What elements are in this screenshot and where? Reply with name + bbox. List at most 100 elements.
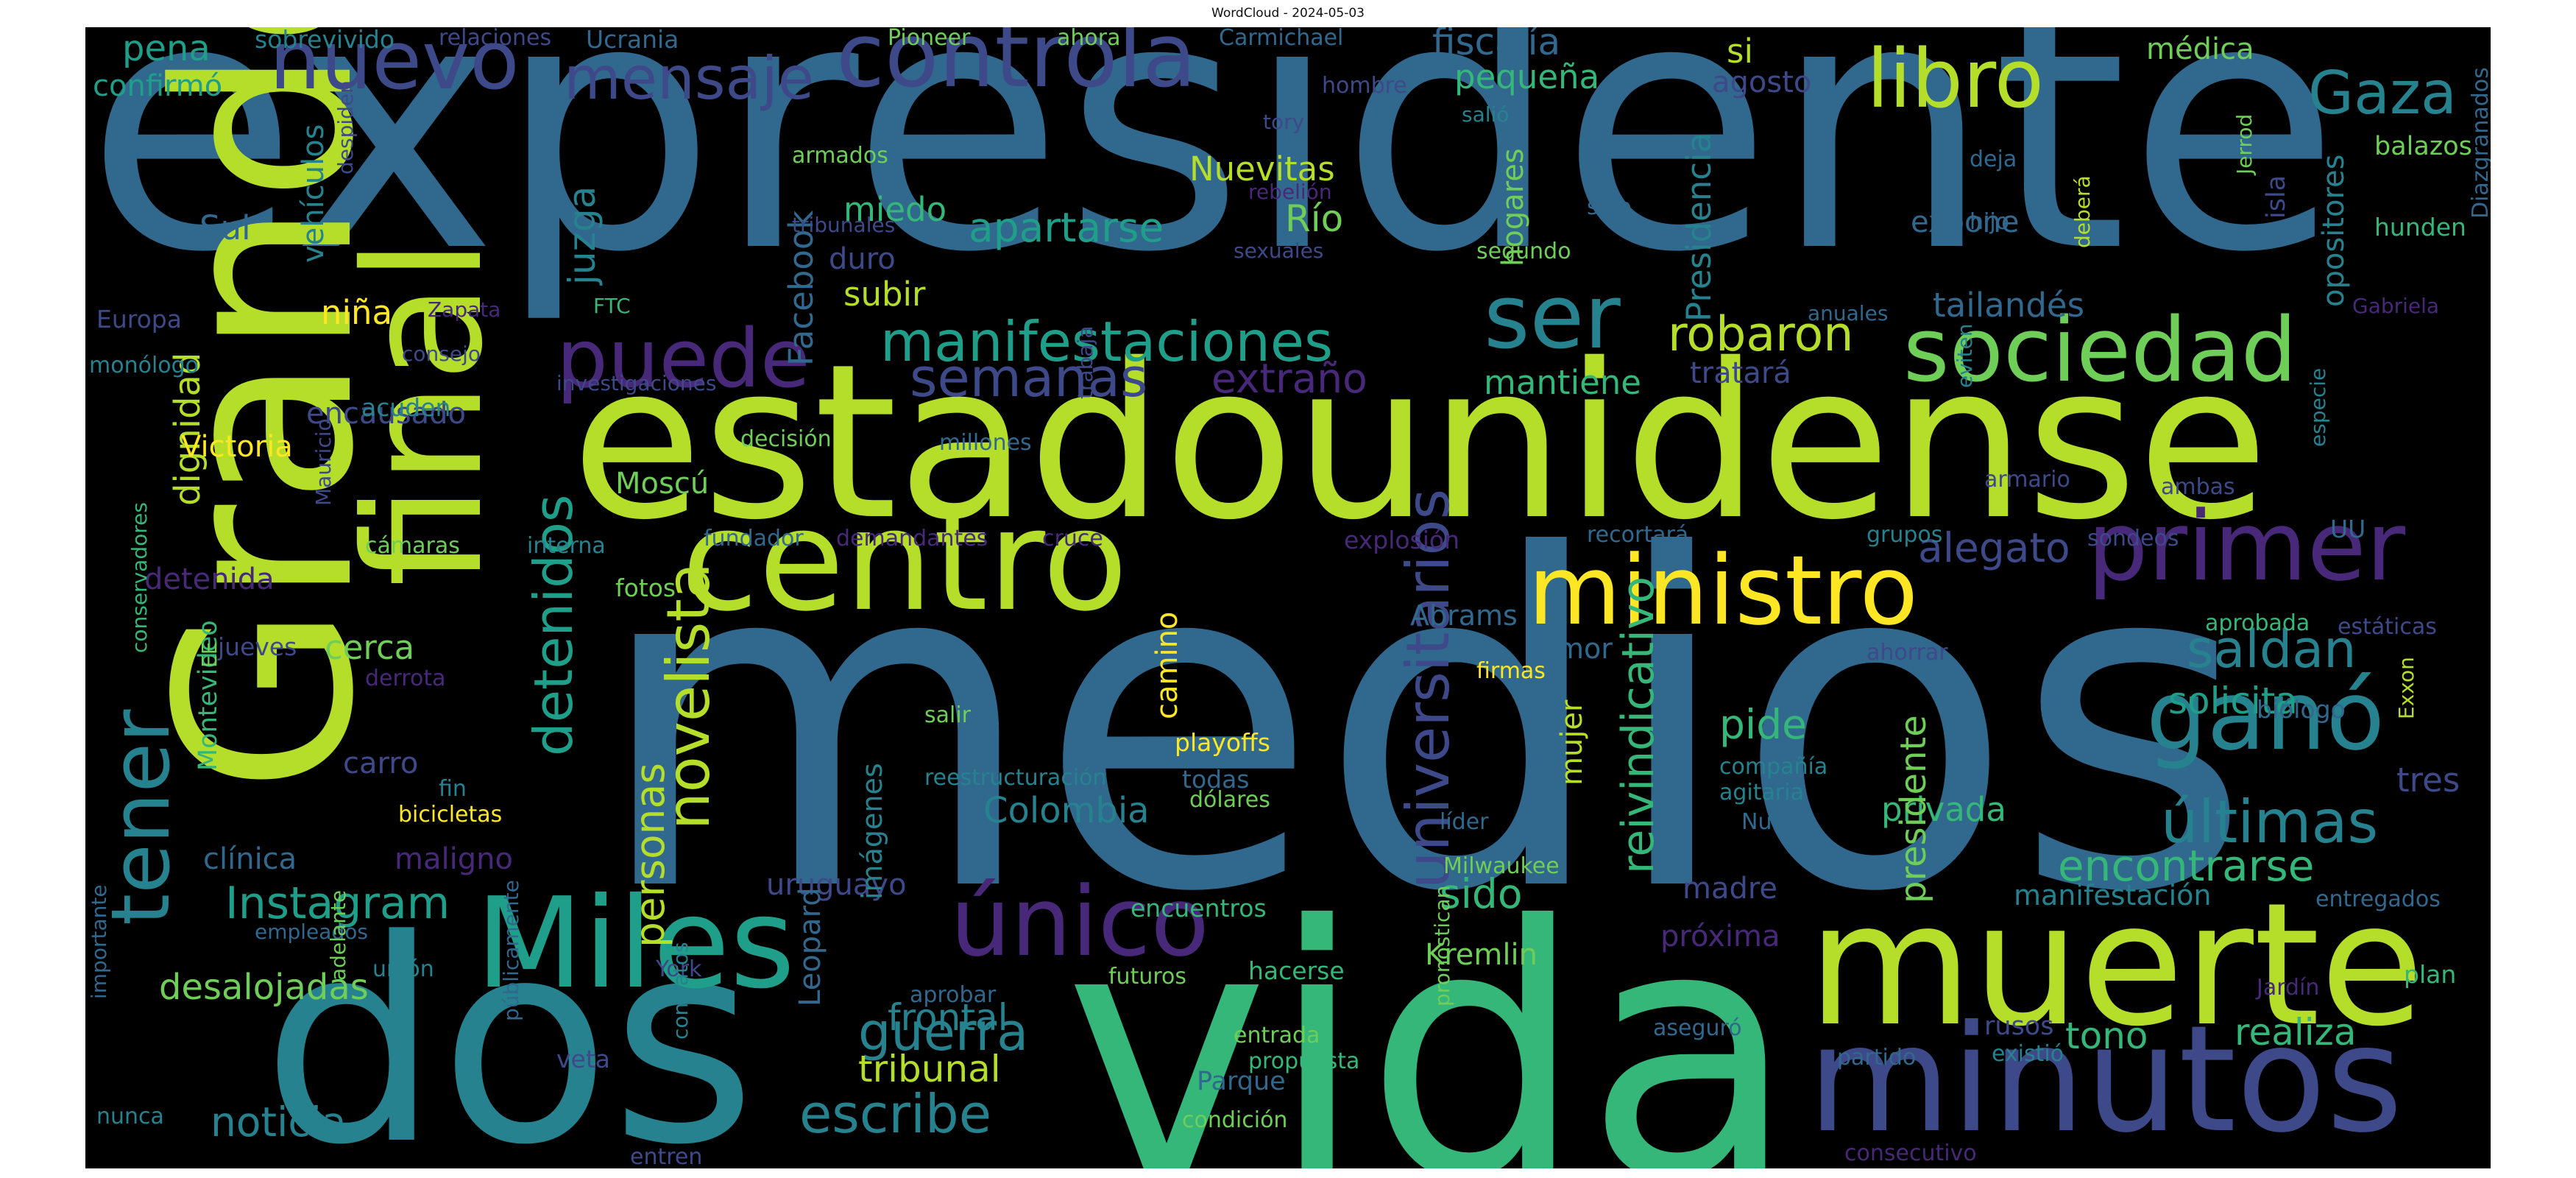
word-49: solicita <box>2168 680 2299 722</box>
word-82: maligno <box>394 842 513 876</box>
word-168: compañía <box>1719 754 1828 780</box>
word-118: solo <box>1587 194 1632 220</box>
word-81: clínica <box>203 842 297 876</box>
word-171: líder <box>1440 809 1489 835</box>
word-79: cerca <box>325 628 415 667</box>
word-106: Pioneer <box>888 27 971 51</box>
word-163: biólogo <box>2257 695 2346 724</box>
word-14: sociedad <box>1903 300 2297 402</box>
word-89: imágenes <box>856 763 888 900</box>
word-156: conservadores <box>127 502 152 653</box>
word-99: vehículos <box>297 124 330 263</box>
word-23: manifestaciones <box>880 309 1334 374</box>
word-116: salió <box>1462 102 1510 127</box>
word-24: Gaza <box>2308 59 2458 127</box>
word-170: Nueva <box>1741 809 1813 835</box>
word-162: estáticas <box>2338 614 2437 640</box>
word-101: rusos <box>1984 1012 2054 1041</box>
word-188: nunca <box>96 1104 164 1129</box>
word-73: confirmó <box>93 69 223 103</box>
word-112: rebelión <box>1248 180 1332 204</box>
word-129: monólogo <box>89 353 199 378</box>
word-9: minutos <box>1808 994 2403 1165</box>
word-158: playoffs <box>1175 728 1270 757</box>
word-140: ambas <box>2161 474 2235 500</box>
word-139: armario <box>1984 467 2070 493</box>
word-29: saldan <box>2187 619 2357 680</box>
word-94: Kremlin <box>1425 938 1538 972</box>
word-192: entren <box>630 1144 703 1168</box>
word-50: apartarse <box>969 204 1164 251</box>
word-92: tumor <box>1528 632 1613 665</box>
word-194: propuesta <box>1248 1048 1360 1074</box>
word-43: tribunal <box>858 1048 1001 1090</box>
word-187: adelante <box>326 889 350 981</box>
word-132: consejo <box>402 342 481 366</box>
word-64: duro <box>829 242 896 276</box>
word-182: hacerse <box>1248 956 1345 985</box>
word-161: aprobada <box>2205 610 2310 636</box>
word-53: Presidencia <box>1680 132 1719 322</box>
word-154: derrota <box>365 666 446 691</box>
word-137: trabaja <box>1073 325 1097 399</box>
word-58: tailandés <box>1933 286 2085 325</box>
word-155: EE <box>197 641 222 668</box>
word-146: demandantes <box>836 526 988 551</box>
word-159: firmas <box>1476 658 1546 684</box>
word-160: ahorrar <box>1866 640 1948 666</box>
word-93: Abrams <box>1410 599 1518 632</box>
word-152: fotos <box>615 574 676 602</box>
word-197: partido <box>1837 1045 1917 1071</box>
word-103: sobrevivido <box>255 27 395 54</box>
word-150: sondeos <box>2087 526 2179 551</box>
word-40: sido <box>1440 870 1523 917</box>
word-196: pronostican <box>1430 885 1454 1006</box>
word-108: Carmichael <box>1219 27 1344 51</box>
word-181: futuros <box>1108 964 1187 990</box>
word-2: estadounidense <box>571 319 2269 567</box>
word-177: entregados <box>2315 886 2441 912</box>
word-164: Exxon <box>2394 657 2418 719</box>
word-34: personas <box>626 763 673 948</box>
word-85: manifestación <box>2014 879 2212 911</box>
word-42: noticia <box>210 1098 347 1146</box>
word-69: médica <box>2146 32 2254 66</box>
word-30: reivindicativo <box>1613 576 1664 874</box>
word-138: eviten <box>1953 323 1977 388</box>
word-191: contratos <box>668 942 693 1040</box>
word-193: entrada <box>1234 1023 1320 1048</box>
word-15: primer <box>2087 490 2406 602</box>
word-11: controla <box>836 27 1197 107</box>
word-167: dólares <box>1189 787 1270 813</box>
word-59: tratará <box>1690 356 1791 390</box>
word-62: Nuevitas <box>1189 149 1335 188</box>
word-111: tribunales <box>792 213 896 237</box>
word-17: único <box>950 866 1209 978</box>
word-33: guerra <box>858 1002 1029 1062</box>
word-12: nuevo <box>269 27 520 107</box>
word-88: Leopard <box>793 887 827 1006</box>
word-130: Zapata <box>428 297 501 322</box>
word-90: camino <box>1150 611 1184 719</box>
word-83: madre <box>1682 872 1778 906</box>
word-126: Gabriela <box>2352 294 2440 318</box>
word-157: salir <box>924 702 972 728</box>
word-36: encontrarse <box>2058 841 2315 891</box>
word-198: existió <box>1992 1041 2064 1067</box>
word-52: Colombia <box>983 790 1150 831</box>
word-70: si <box>1727 32 1753 71</box>
word-45: realiza <box>2234 1011 2357 1054</box>
word-102: grupos <box>1866 522 1943 548</box>
word-0: expresidente <box>85 27 2340 328</box>
word-41: desalojadas <box>159 967 369 1008</box>
word-180: aprobar <box>910 982 997 1008</box>
word-135: decisión <box>740 426 832 452</box>
word-174: empleados <box>255 920 368 944</box>
word-31: escribe <box>799 1083 991 1145</box>
word-61: juzga <box>561 186 604 285</box>
word-8: muerte <box>1808 867 2424 1064</box>
word-39: pide <box>1719 701 1807 748</box>
word-25: últimas <box>2161 788 2379 856</box>
word-46: tono <box>2065 1015 2148 1057</box>
word-186: importante <box>87 884 111 999</box>
